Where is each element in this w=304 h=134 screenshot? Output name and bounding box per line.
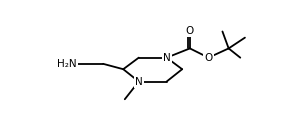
- Text: N: N: [135, 77, 143, 87]
- Text: O: O: [204, 53, 212, 63]
- Text: H₂N: H₂N: [57, 59, 77, 69]
- Text: O: O: [186, 26, 194, 36]
- Text: N: N: [163, 53, 171, 63]
